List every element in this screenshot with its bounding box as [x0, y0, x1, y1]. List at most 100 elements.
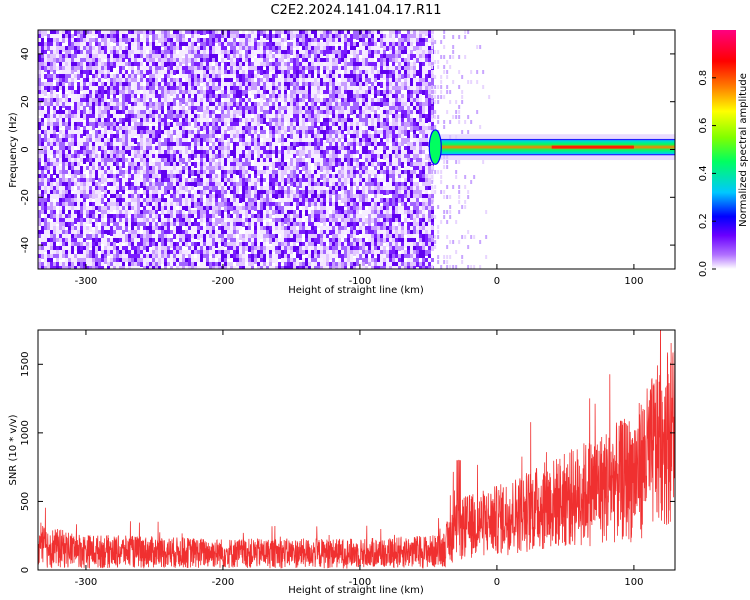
- spectrogram-cell: [152, 190, 155, 195]
- spectrogram-cell: [275, 102, 278, 107]
- spectrogram-cell: [65, 114, 68, 120]
- spectrogram-cell: [107, 50, 110, 54]
- spectrogram-cell: [203, 70, 206, 74]
- spectrogram-cell: [62, 134, 65, 140]
- spectrogram-cell: [287, 42, 290, 48]
- spectrogram-cell: [146, 206, 149, 212]
- spectrogram-cell: [197, 122, 200, 127]
- spectrogram-cell: [269, 54, 272, 59]
- spectrogram-cell: [221, 214, 224, 219]
- spectrogram-cell: [215, 146, 218, 150]
- spectrogram-cell: [194, 62, 197, 68]
- spectrogram-cell: [80, 206, 83, 211]
- spectrogram-cell: [131, 78, 134, 82]
- spectrogram-cell: [236, 170, 239, 175]
- spectrogram-cell: [170, 162, 173, 168]
- spectrogram-cell: [95, 170, 98, 174]
- spectrogram-cell: [251, 34, 254, 38]
- spectrogram-cell: [203, 146, 206, 152]
- spectrogram-cell: [110, 150, 113, 155]
- spectrogram-cell: [167, 54, 170, 60]
- spectrogram-cell: [200, 250, 203, 255]
- spectrogram-cell: [293, 150, 296, 154]
- spectrogram-cell: [86, 98, 89, 103]
- spectrogram-cell: [146, 182, 149, 186]
- spectrogram-cell: [293, 74, 296, 80]
- spectrogram-cell: [296, 170, 299, 175]
- spectrogram-cell: [161, 206, 164, 211]
- spectrogram-cell: [224, 202, 227, 206]
- spectrogram-cell: [113, 138, 116, 143]
- spectrogram-cell: [92, 170, 95, 175]
- spectrogram-cell: [140, 106, 143, 112]
- spectrogram-cell: [188, 110, 191, 114]
- spectrogram-cell: [65, 178, 68, 182]
- spectrogram-cell: [266, 46, 269, 52]
- spectrogram-cell: [152, 266, 155, 269]
- spectrogram-cell: [86, 214, 89, 218]
- spectrogram-cell: [65, 238, 68, 242]
- spectrogram-cell: [173, 250, 176, 255]
- spectrogram-cell: [80, 78, 83, 84]
- spectrogram-cell: [71, 90, 74, 95]
- spectrogram-cell: [134, 246, 137, 250]
- spectrogram-cell: [200, 158, 203, 164]
- spectrogram-cell: [245, 34, 248, 39]
- spectrogram-cell: [146, 158, 149, 163]
- spectrogram-cell: [107, 38, 110, 44]
- spectrogram-cell: [245, 130, 248, 135]
- spectrogram-cell: [143, 118, 146, 122]
- spectrogram-cell: [284, 54, 287, 59]
- spectrogram-cell: [89, 262, 92, 266]
- spectrogram-cell: [176, 146, 179, 152]
- spectrogram-cell: [239, 74, 242, 80]
- spectrogram-cell: [152, 206, 155, 210]
- spectrogram-cell: [161, 254, 164, 258]
- spectrogram-cell: [104, 226, 107, 232]
- spectrogram-cell: [152, 114, 155, 120]
- spectrogram-cell: [239, 218, 242, 223]
- spectrogram-cell: [143, 78, 146, 82]
- spectrogram-cell: [41, 246, 44, 250]
- spectrogram-cell: [110, 166, 113, 171]
- spectrogram-cell: [110, 58, 113, 63]
- spectrogram-cell: [254, 130, 257, 136]
- spectrogram-cell: [305, 66, 308, 70]
- spectrogram-cell: [113, 134, 116, 138]
- spectrogram-cell: [167, 46, 170, 51]
- spectrogram-cell: [59, 38, 62, 42]
- spectrogram-cell: [236, 54, 239, 58]
- spectrogram-cell: [239, 150, 242, 154]
- spectrogram-cell: [284, 106, 287, 112]
- spectrogram-cell: [122, 194, 125, 200]
- spectrogram-cell: [191, 166, 194, 170]
- spectrogram-cell: [212, 106, 215, 110]
- spectrogram-cell: [257, 182, 260, 186]
- spectrogram-cell: [167, 158, 170, 164]
- spectrogram-cell: [176, 174, 179, 179]
- spectrogram-cell: [146, 254, 149, 258]
- spectrogram-cell: [251, 142, 254, 146]
- spectrogram-cell: [110, 30, 113, 34]
- spectrogram-cell: [200, 234, 203, 240]
- spectrogram-cell: [284, 258, 287, 263]
- spectrogram-cell: [125, 126, 128, 132]
- spectrogram-cell: [101, 238, 104, 244]
- spectrogram-cell: [95, 234, 98, 240]
- spectrogram-cell: [266, 166, 269, 172]
- spectrogram-cell: [71, 46, 74, 51]
- spectrogram-cell: [89, 90, 92, 94]
- spectrogram-cell: [44, 74, 47, 79]
- spectrogram-cell: [104, 82, 107, 87]
- spectrogram-cell: [194, 246, 197, 250]
- spectrogram-cell: [233, 62, 236, 67]
- spectrogram-cell: [119, 234, 122, 239]
- spectrogram-cell: [182, 254, 185, 259]
- spectrogram-cell: [278, 62, 281, 68]
- spectrogram-cell: [158, 114, 161, 118]
- spectrogram-cell: [137, 58, 140, 62]
- spectrogram-cell: [263, 210, 266, 216]
- spectrogram-cell: [65, 198, 68, 203]
- spectrogram-cell: [134, 86, 137, 91]
- spectrogram-cell: [110, 102, 113, 107]
